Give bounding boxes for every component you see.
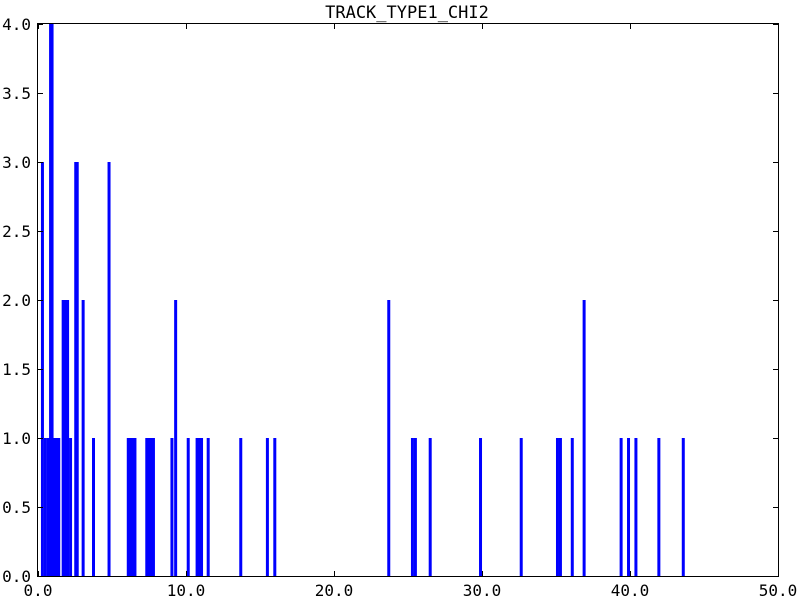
y-tick-labels: 0.0 0.5 1.0 1.5 2.0 2.5 3.0 3.5 4.0	[2, 15, 31, 586]
histogram-bar	[133, 438, 137, 576]
x-tick-labels: 0.0 10.0 20.0 30.0 40.0 50.0	[24, 581, 798, 600]
histogram-bar	[195, 438, 199, 576]
y-tick-label: 4.0	[2, 15, 31, 34]
histogram-bar	[69, 438, 73, 576]
chart-title: TRACK_TYPE1_CHI2	[325, 3, 489, 23]
histogram-bar	[145, 438, 149, 576]
y-tick-label: 2.5	[2, 222, 31, 241]
histogram-bar	[147, 438, 151, 576]
histogram-bar	[52, 438, 56, 576]
histogram-bar	[200, 438, 204, 576]
histogram-bar	[555, 438, 559, 576]
histogram-bar	[81, 300, 85, 576]
histogram-bar	[107, 162, 111, 576]
histogram-bar	[197, 438, 201, 576]
histogram-bar	[582, 300, 586, 576]
histogram-bar	[149, 438, 153, 576]
ticks-group	[38, 24, 779, 577]
histogram-bar	[43, 438, 47, 576]
x-tick-label: 10.0	[167, 581, 206, 600]
plot-frame	[37, 23, 779, 577]
bars-group	[40, 24, 685, 576]
y-tick-label: 0.0	[2, 567, 31, 586]
histogram-bar	[66, 300, 70, 576]
x-tick-label: 20.0	[315, 581, 354, 600]
histogram-bar	[75, 162, 79, 576]
histogram-bar	[57, 438, 61, 576]
histogram-bar	[570, 438, 574, 576]
histogram-bar	[55, 438, 58, 576]
histogram-bar	[619, 438, 623, 576]
x-tick-label: 0.0	[24, 581, 53, 600]
y-tick-label: 2.0	[2, 291, 31, 310]
histogram-bar	[410, 438, 414, 576]
y-tick-label: 1.0	[2, 429, 31, 448]
histogram-bar	[634, 438, 638, 576]
histogram-bar	[174, 300, 178, 576]
histogram-bar	[428, 438, 432, 576]
histogram-bar	[50, 24, 54, 576]
histogram-bar	[681, 438, 685, 576]
histogram-bar	[558, 438, 562, 576]
histogram-bar	[239, 438, 243, 576]
histogram-bar	[479, 438, 483, 576]
x-tick-label: 50.0	[759, 581, 798, 600]
histogram-bar	[657, 438, 661, 576]
histogram-bar	[170, 438, 174, 576]
histogram-bar	[151, 438, 155, 576]
histogram-bar	[206, 438, 210, 576]
histogram-bar	[126, 438, 130, 576]
histogram-bar	[273, 438, 277, 576]
y-tick-label: 3.0	[2, 153, 31, 172]
histogram-bar	[63, 300, 67, 576]
y-tick-label: 0.5	[2, 498, 31, 517]
histogram-bar	[413, 438, 417, 576]
y-tick-label: 3.5	[2, 84, 31, 103]
x-tick-label: 30.0	[463, 581, 502, 600]
histogram-bar	[265, 438, 269, 576]
histogram-bar	[519, 438, 523, 576]
histogram-bar	[46, 438, 50, 576]
y-tick-label: 1.5	[2, 360, 31, 379]
histogram-bar	[627, 438, 631, 576]
histogram-bar	[129, 438, 132, 576]
histogram-bar	[92, 438, 95, 576]
x-tick-label: 40.0	[611, 581, 650, 600]
histogram-bar	[131, 438, 135, 576]
histogram-bar	[186, 438, 190, 576]
histogram-bar	[387, 300, 391, 576]
histogram-bar	[61, 300, 65, 576]
